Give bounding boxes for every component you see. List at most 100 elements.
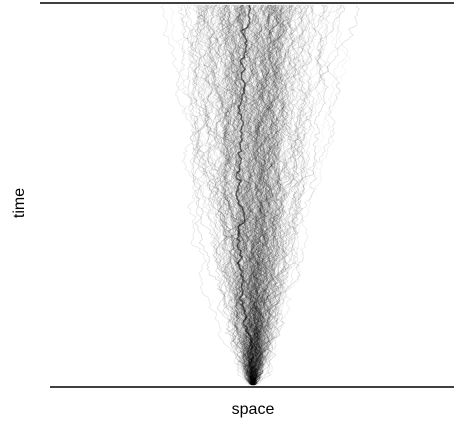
walk-path [219, 4, 262, 386]
random-walk-paths [160, 4, 360, 386]
walk-path [193, 4, 256, 386]
walk-path [185, 4, 254, 386]
walk-path [248, 4, 278, 386]
walk-path [217, 4, 257, 386]
walk-path [175, 4, 256, 386]
walk-path [239, 4, 270, 386]
walk-path [215, 4, 262, 386]
walk-path [241, 4, 290, 386]
walk-path [247, 4, 272, 386]
walk-path [176, 4, 255, 386]
walk-path [231, 4, 266, 386]
walk-path [245, 4, 295, 386]
walk-path [240, 4, 276, 386]
walk-path [237, 4, 279, 386]
walk-path [211, 4, 263, 386]
walk-path [220, 4, 252, 386]
walk-path [223, 4, 258, 386]
walk-path [248, 4, 282, 386]
walk-path [232, 4, 271, 386]
walk-path [232, 4, 268, 386]
walk-path [251, 4, 278, 386]
walk-path [248, 4, 286, 386]
central-walk-path [235, 4, 255, 386]
walk-path [247, 4, 360, 386]
walk-path [249, 4, 283, 386]
walk-path [214, 4, 266, 386]
walk-path [247, 4, 287, 386]
walk-path [243, 4, 271, 386]
walk-path [252, 4, 308, 386]
walk-path [229, 4, 266, 386]
walk-path [231, 4, 265, 386]
walk-path [219, 4, 260, 386]
walk-path [215, 4, 258, 386]
walk-path [224, 4, 286, 386]
walk-path [223, 4, 265, 386]
walk-path [226, 4, 254, 386]
walk-path [231, 4, 267, 386]
walk-path [202, 4, 256, 386]
walk-path [245, 5, 279, 386]
walk-path [237, 4, 269, 386]
walk-path [187, 4, 256, 386]
walk-path [226, 4, 260, 386]
walk-path [241, 4, 267, 386]
walk-path [250, 4, 298, 386]
walk-path [200, 4, 253, 386]
walk-path [251, 4, 313, 386]
walk-path [202, 4, 257, 386]
walk-path [195, 4, 262, 386]
walk-path [248, 4, 293, 386]
walk-path [231, 4, 264, 386]
walk-path [190, 4, 264, 386]
walk-path [247, 4, 276, 386]
walk-path [244, 4, 286, 386]
walk-path [246, 4, 282, 386]
walk-path [251, 4, 285, 386]
walk-path [252, 4, 303, 386]
walk-path [245, 4, 324, 386]
walk-path [227, 4, 274, 386]
walk-path [249, 4, 314, 386]
walk-path [233, 4, 273, 386]
walk-path [233, 4, 261, 386]
walk-path [237, 4, 268, 386]
walk-path [239, 4, 269, 386]
walk-path [248, 4, 281, 386]
walk-path [248, 4, 282, 386]
walk-path [231, 4, 275, 386]
walk-path [198, 4, 256, 386]
walk-path [251, 4, 351, 386]
walk-path [246, 4, 294, 386]
walk-path [245, 4, 268, 386]
walk-path [244, 4, 287, 386]
walk-path [221, 4, 251, 385]
walk-path [205, 4, 254, 386]
walk-path [245, 4, 271, 386]
walk-path [250, 4, 285, 386]
walk-path [245, 4, 279, 386]
walk-path [232, 4, 264, 386]
walk-path [189, 4, 257, 386]
walk-path [250, 4, 280, 386]
walk-path [248, 4, 281, 386]
walk-path [248, 4, 282, 386]
walk-path [197, 4, 265, 386]
walk-path [249, 4, 285, 386]
walk-path [250, 4, 291, 386]
walk-path [212, 4, 264, 386]
walk-path [235, 4, 276, 386]
walk-path [239, 4, 266, 386]
walk-path [239, 4, 292, 386]
walk-path [253, 4, 346, 386]
walk-path [228, 4, 262, 386]
walk-path [248, 4, 279, 386]
walk-path [251, 4, 349, 386]
walk-path [217, 4, 274, 386]
walk-path [249, 4, 289, 386]
walk-path [223, 4, 259, 386]
walk-path [250, 4, 295, 386]
walk-path [249, 4, 281, 386]
walk-path [230, 4, 263, 386]
